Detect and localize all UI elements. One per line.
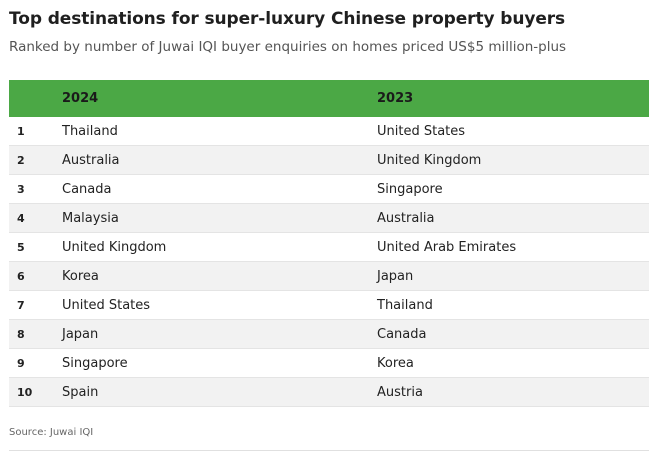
cell-2023: Singapore bbox=[377, 182, 443, 197]
cell-2023: Japan bbox=[377, 269, 414, 284]
column-header-2023: 2023 bbox=[377, 91, 414, 106]
bottom-divider bbox=[9, 450, 649, 451]
source-note: Source: Juwai IQI bbox=[9, 427, 94, 438]
cell-2023: Korea bbox=[377, 356, 414, 371]
table-row: 9 Singapore Korea bbox=[9, 349, 649, 378]
rank-cell: 3 bbox=[17, 183, 25, 196]
cell-2024: Japan bbox=[62, 327, 99, 342]
cell-2023: United Arab Emirates bbox=[377, 240, 517, 255]
chart-subtitle: Ranked by number of Juwai IQI buyer enqu… bbox=[9, 39, 567, 55]
cell-2023: Austria bbox=[377, 385, 423, 400]
cell-2024: United Kingdom bbox=[62, 240, 167, 255]
cell-2024: Australia bbox=[62, 153, 120, 168]
rank-cell: 2 bbox=[17, 154, 25, 167]
cell-2024: Thailand bbox=[62, 124, 118, 139]
table-row: 10 Spain Austria bbox=[9, 378, 649, 407]
cell-2023: Thailand bbox=[377, 298, 433, 313]
cell-2024: Korea bbox=[62, 269, 99, 284]
cell-2023: United States bbox=[377, 124, 466, 139]
rank-cell: 7 bbox=[17, 299, 25, 312]
cell-2024: Malaysia bbox=[62, 211, 119, 226]
cell-2023: United Kingdom bbox=[377, 153, 482, 168]
cell-2024: Canada bbox=[62, 182, 112, 197]
table-row: 4 Malaysia Australia bbox=[9, 204, 649, 233]
cell-2023: Australia bbox=[377, 211, 435, 226]
table-row: 1 Thailand United States bbox=[9, 117, 649, 146]
table-row: 5 United Kingdom United Arab Emirates bbox=[9, 233, 649, 262]
table-row: 6 Korea Japan bbox=[9, 262, 649, 291]
ranking-table: 2024 2023 1 Thailand United States 2 Austral… bbox=[9, 80, 649, 407]
rank-cell: 5 bbox=[17, 241, 25, 254]
table-row: 2 Australia United Kingdom bbox=[9, 146, 649, 175]
rank-cell: 1 bbox=[17, 125, 25, 138]
rank-cell: 10 bbox=[17, 386, 33, 399]
cell-2024: United States bbox=[62, 298, 151, 313]
table-header: 2024 2023 bbox=[9, 80, 649, 117]
column-header-2024: 2024 bbox=[62, 91, 99, 106]
cell-2024: Spain bbox=[62, 385, 99, 400]
rank-cell: 6 bbox=[17, 270, 25, 283]
rank-cell: 9 bbox=[17, 357, 25, 370]
rank-cell: 4 bbox=[17, 212, 25, 225]
cell-2023: Canada bbox=[377, 327, 427, 342]
table-row: 3 Canada Singapore bbox=[9, 175, 649, 204]
chart-title: Top destinations for super-luxury Chines… bbox=[9, 9, 566, 29]
cell-2024: Singapore bbox=[62, 356, 128, 371]
table-row: 7 United States Thailand bbox=[9, 291, 649, 320]
table-row: 8 Japan Canada bbox=[9, 320, 649, 349]
table-body: 1 Thailand United States 2 Australia United K… bbox=[9, 117, 649, 407]
rank-cell: 8 bbox=[17, 328, 25, 341]
